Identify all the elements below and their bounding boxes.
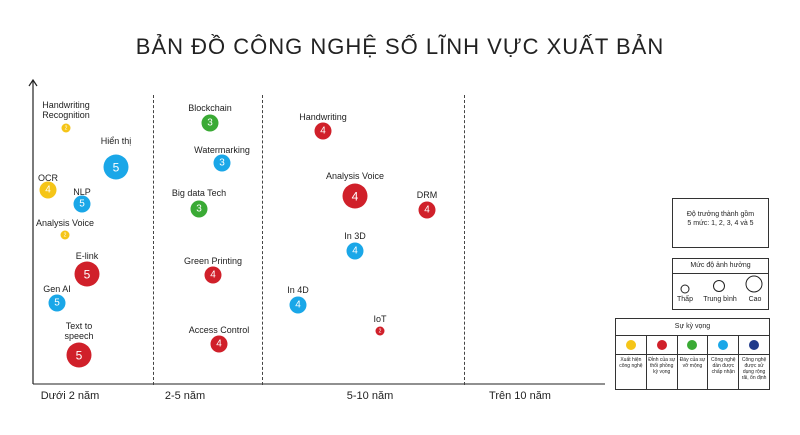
maturity-text: Độ trưởng thành gồm 5 mức: 1, 2, 3, 4 và… (686, 211, 755, 227)
technology-bubble: 4 (346, 242, 364, 260)
expectation-text: Xuất hiện công nghệ (619, 357, 643, 369)
impact-high-label: Cao (748, 296, 762, 303)
technology-label: Big data Tech (171, 188, 227, 198)
divider (262, 95, 263, 385)
impact-low-label: Thấp (677, 296, 693, 303)
technology-bubble: 4 (204, 266, 222, 284)
technology-bubble: 2 (60, 230, 70, 240)
expectation-color-dot-icon (625, 340, 636, 350)
expectation-title: Sự kỳ vọng (616, 319, 769, 336)
expectation-item: Xuất hiện công nghệ (616, 336, 646, 389)
expectation-color-dot-icon (656, 340, 667, 350)
technology-bubble: 2 (375, 326, 385, 336)
expectation-color-dot-icon (749, 340, 760, 350)
expectation-text: Đáy của sự vỡ mộng (679, 357, 706, 369)
expectation-item: Đáy của sự vỡ mộng (676, 336, 708, 389)
high-impact-circle-icon (745, 275, 763, 293)
technology-label: Analysis Voice (35, 218, 95, 228)
expectation-legend: Sự kỳ vọng Xuất hiện công nghệ Đỉnh của s… (615, 318, 770, 390)
technology-label: E-link (75, 251, 99, 261)
medium-impact-circle-icon (713, 280, 725, 292)
page-title: BẢN ĐỒ CÔNG NGHỆ SỐ LĨNH VỰC XUẤT BẢN (135, 34, 665, 59)
technology-bubble: 4 (418, 201, 436, 219)
technology-bubble: 4 (289, 296, 307, 314)
technology-bubble: 5 (74, 261, 100, 287)
technology-label: IoT (373, 314, 387, 324)
technology-label: Handwriting Recognition (42, 100, 90, 120)
expectation-item: Đỉnh của sự thổi phồng kỳ vọng (645, 336, 677, 389)
technology-label: Blockchain (188, 103, 232, 113)
technology-bubble: 5 (66, 342, 92, 368)
divider (153, 95, 154, 385)
technology-bubble: 3 (190, 200, 208, 218)
maturity-legend: Độ trưởng thành gồm 5 mức: 1, 2, 3, 4 và… (672, 198, 769, 248)
technology-label: OCR (38, 173, 58, 183)
expectation-color-dot-icon (718, 340, 729, 350)
technology-bubble: 2 (61, 123, 71, 133)
technology-label: In 3D (344, 231, 366, 241)
period-label: 5-10 năm (346, 390, 394, 402)
technology-label: Gen AI (43, 284, 71, 294)
impact-legend: Mức độ ảnh hưởng Thấp Trung bình Cao (672, 258, 769, 310)
period-label: Trên 10 năm (489, 390, 551, 402)
technology-label: Watermarking (194, 145, 250, 155)
period-label: 2-5 năm (164, 390, 206, 402)
technology-label: NLP (73, 187, 91, 197)
expectation-item: Công nghệ dần được chấp nhận (707, 336, 739, 389)
technology-bubble: 3 (213, 154, 231, 172)
technology-bubble: 5 (73, 195, 91, 213)
expectation-item: Công nghệ được sử dụng rộng rãi, ổn định (738, 336, 769, 389)
expectation-text: Công nghệ dần được chấp nhận (711, 357, 736, 375)
technology-label: Green Printing (183, 256, 243, 266)
technology-bubble: 4 (210, 335, 228, 353)
technology-label: Access Control (188, 325, 250, 335)
technology-label: Handwriting (299, 112, 347, 122)
expectation-text: Đỉnh của sự thổi phồng kỳ vọng (648, 357, 676, 375)
impact-medium-label: Trung bình (703, 296, 737, 303)
low-impact-circle-icon (680, 284, 690, 294)
technology-bubble: 4 (342, 183, 368, 209)
technology-bubble: 3 (201, 114, 219, 132)
divider (464, 95, 465, 385)
technology-label: Hiển thị (100, 136, 132, 146)
impact-title: Mức độ ảnh hưởng (673, 259, 768, 274)
expectation-text: Công nghệ được sử dụng rộng rãi, ổn định (741, 357, 767, 381)
technology-label: In 4D (287, 285, 309, 295)
technology-label: Analysis Voice (325, 171, 385, 181)
technology-bubble: 5 (48, 294, 66, 312)
technology-bubble: 5 (103, 154, 129, 180)
technology-bubble: 4 (39, 181, 57, 199)
technology-bubble: 4 (314, 122, 332, 140)
period-label: Dưới 2 năm (40, 390, 100, 402)
y-axis-arrow-icon (28, 78, 38, 87)
technology-label: Text to speech (64, 321, 94, 341)
technology-label: DRM (416, 190, 438, 200)
expectation-color-dot-icon (687, 340, 698, 350)
